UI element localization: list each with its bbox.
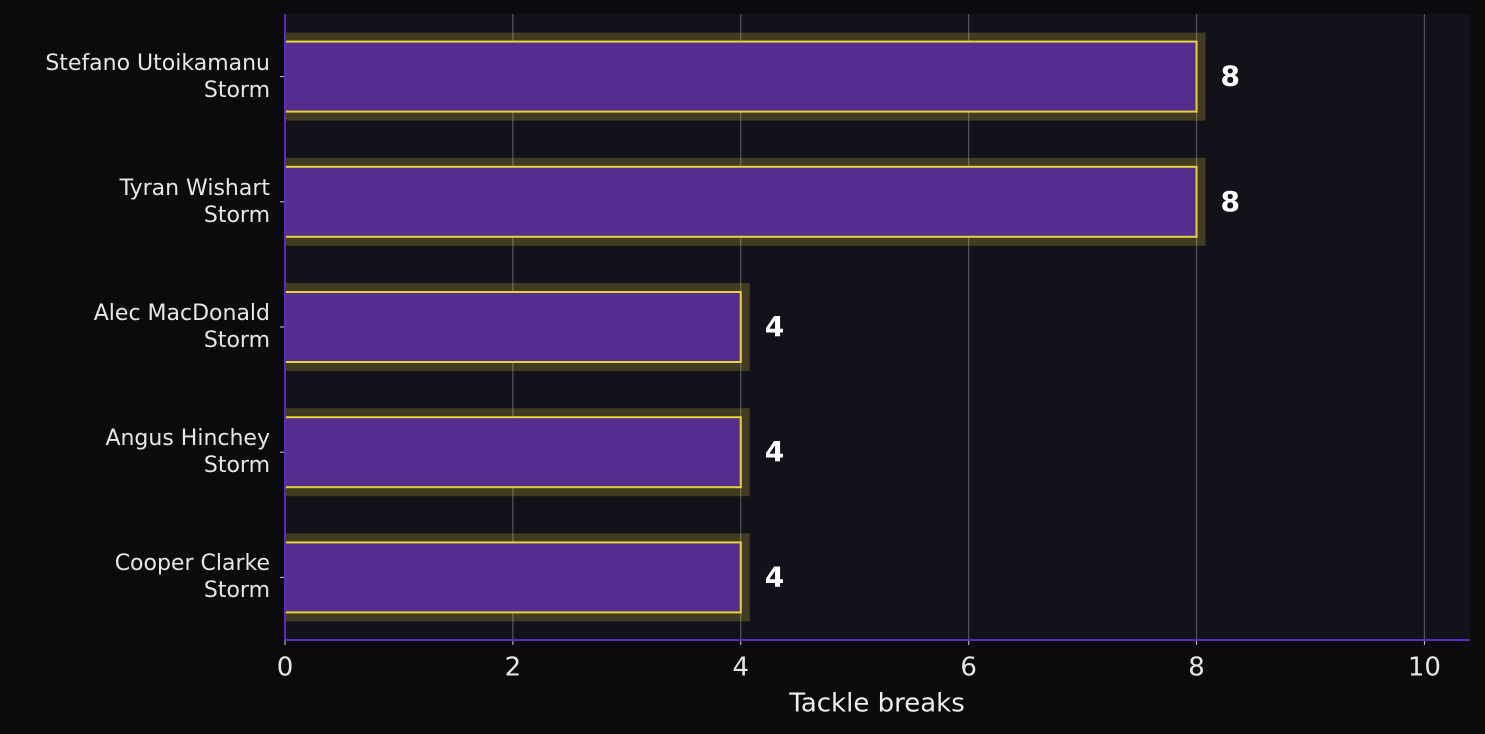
x-tick-label: 0 [277,653,294,683]
y-tick-label: Alec MacDonald Storm [93,301,270,353]
x-tick-label: 8 [1188,653,1205,683]
x-tick-label: 4 [732,653,749,683]
value-label: 4 [765,310,784,343]
bar [284,541,742,614]
bar [284,416,742,489]
x-tick-label: 10 [1408,653,1441,683]
bar [284,40,1198,113]
bar [284,165,1198,238]
x-axis-label: Tackle breaks [788,689,965,719]
y-tick-label: Cooper Clarke Storm [114,551,270,604]
value-label: 8 [1221,185,1240,218]
y-tick-label: Angus Hinchey Storm [105,426,270,479]
y-tick-label: Tyran Wishart Storm [119,175,270,228]
value-label: 4 [765,560,784,593]
bar [284,291,742,363]
value-label: 4 [765,435,784,468]
x-tick-label: 6 [960,653,977,683]
x-tick-label: 2 [505,653,522,683]
value-label: 8 [1221,60,1240,93]
y-tick-label: Stefano Utoikamanu Storm [45,50,270,103]
